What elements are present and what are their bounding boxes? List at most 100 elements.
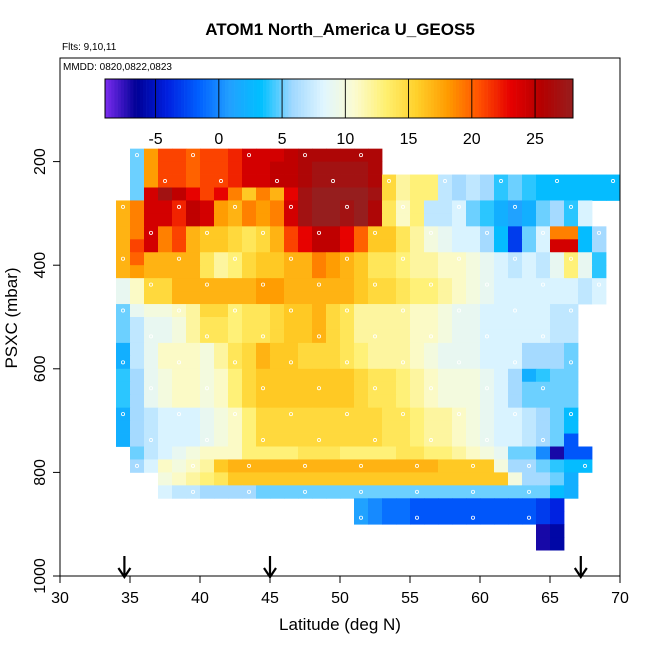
heatmap-cell-11-2 — [144, 291, 159, 305]
heatmap-cell-9-14 — [312, 265, 327, 279]
heatmap-cell-12-22 — [424, 304, 439, 318]
observation-point-40 — [569, 256, 574, 261]
heatmap-cell-23-25 — [480, 446, 495, 460]
heatmap-cell-5-14 — [312, 213, 327, 227]
heatmap-cell-27-8 — [466, 498, 481, 512]
heatmap-cell-7-1 — [130, 239, 145, 253]
heatmap-cell-8-8 — [228, 252, 243, 266]
heatmap-cell-14-30 — [536, 329, 551, 344]
heatmap-cell-17-18 — [368, 368, 383, 383]
heatmap-cells — [116, 148, 621, 551]
heatmap-cell-9-2 — [144, 265, 159, 279]
heatmap-cell-8-1 — [130, 252, 145, 266]
heatmap-cell-8-30 — [536, 252, 551, 266]
heatmap-cell-15-25 — [466, 342, 481, 357]
heatmap-cell-21-18 — [368, 420, 383, 434]
colorbar-swatch-57 — [285, 79, 289, 118]
heatmap-cell-16-30 — [536, 355, 551, 370]
heatmap-cell-7-27 — [494, 239, 509, 253]
heatmap-cell-12-0 — [116, 304, 131, 318]
observation-point-15 — [176, 204, 181, 209]
heatmap-cell-13-21 — [410, 317, 425, 331]
heatmap-cell-9-18 — [368, 265, 383, 279]
heatmap-cell-8-21 — [410, 252, 425, 266]
flight-marker-arrow-2 — [573, 556, 588, 579]
heatmap-cell-7-31 — [550, 239, 565, 253]
observation-point-26 — [316, 230, 321, 235]
heatmap-cell-5-21 — [410, 213, 425, 227]
observation-point-100 — [541, 438, 546, 443]
colorbar-swatch-120 — [484, 79, 488, 118]
heatmap-cell-22-24 — [452, 433, 467, 447]
heatmap-cell-22-25 — [466, 433, 481, 447]
heatmap-cell-19-21 — [410, 394, 425, 409]
heatmap-cell-13-16 — [340, 317, 355, 331]
heatmap-cell-5-33 — [578, 213, 593, 227]
heatmap-cell-28-1 — [368, 511, 383, 525]
colorbar-swatch-37 — [222, 79, 226, 118]
heatmap-cell-2-6 — [214, 174, 229, 188]
heatmap-cell-2-12 — [298, 174, 313, 188]
heatmap-cell-24-4 — [186, 459, 201, 473]
heatmap-cell-7-33 — [578, 239, 593, 253]
observation-point-66 — [541, 334, 546, 339]
heatmap-cell-17-17 — [354, 368, 369, 383]
heatmap-cell-14-31 — [550, 329, 565, 344]
heatmap-cell-4-13 — [298, 200, 313, 214]
heatmap-cell-14-27 — [494, 329, 509, 344]
heatmap-cell-14-17 — [354, 329, 369, 344]
heatmap-cell-3-16 — [354, 187, 369, 201]
heatmap-cell-21-7 — [214, 420, 229, 434]
heatmap-cell-19-15 — [326, 394, 341, 409]
heatmap-cell-3-29 — [536, 187, 551, 201]
colorbar-swatch-27 — [190, 79, 194, 118]
heatmap-cell-24-30 — [550, 459, 565, 473]
heatmap-cell-24-29 — [536, 459, 551, 473]
heatmap-cell-25-20 — [438, 472, 453, 486]
colorbar-swatch-8 — [130, 79, 134, 118]
heatmap-cell-7-32 — [564, 239, 579, 253]
heatmap-cell-23-20 — [410, 446, 425, 460]
colorbar-swatch-121 — [487, 79, 492, 118]
heatmap-cell-19-2 — [144, 394, 159, 409]
heatmap-cell-6-31 — [550, 226, 565, 240]
heatmap-cell-2-31 — [564, 174, 579, 188]
colorbar-swatch-15 — [152, 79, 156, 118]
heatmap-cell-10-19 — [382, 278, 397, 292]
heatmap-cell-28-6 — [438, 511, 453, 525]
colorbar-swatch-71 — [329, 79, 333, 118]
heatmap-cell-3-13 — [312, 187, 327, 201]
observation-point-11 — [498, 179, 503, 184]
heatmap-cell-24-13 — [312, 459, 327, 473]
heatmap-cell-12-26 — [480, 304, 495, 318]
heatmap-cell-11-8 — [228, 291, 243, 305]
heatmap-cell-20-17 — [354, 407, 369, 421]
heatmap-cell-1-4 — [186, 161, 201, 175]
observation-point-55 — [400, 308, 405, 313]
x-tick-label-8: 70 — [611, 590, 629, 607]
observation-point-8 — [330, 179, 335, 184]
heatmap-cell-4-1 — [130, 200, 145, 214]
heatmap-cell-10-32 — [564, 278, 579, 292]
heatmap-cell-19-7 — [214, 394, 229, 409]
heatmap-cell-13-18 — [368, 317, 383, 331]
colorbar-swatch-3 — [114, 79, 118, 118]
heatmap-cell-4-0 — [116, 200, 131, 214]
colorbar-swatch-12 — [142, 79, 147, 118]
colorbar-swatch-23 — [177, 79, 182, 118]
heatmap-cell-21-30 — [536, 420, 551, 434]
heatmap-cell-16-2 — [144, 355, 159, 370]
heatmap-cell-19-19 — [382, 394, 397, 409]
heatmap-cell-16-32 — [564, 355, 579, 370]
heatmap-cell-8-22 — [424, 252, 439, 266]
heatmap-cell-12-21 — [410, 304, 425, 318]
heatmap-cell-26-0 — [158, 485, 173, 499]
y-axis-label: PSXC (mbar) — [2, 267, 21, 368]
heatmap-cell-25-28 — [550, 472, 565, 486]
heatmap-cell-12-13 — [298, 304, 313, 318]
colorbar-swatch-78 — [351, 79, 356, 118]
observation-point-120 — [527, 515, 532, 520]
heatmap-cell-20-28 — [508, 407, 523, 421]
observation-point-89 — [400, 412, 405, 417]
heatmap-cell-6-17 — [354, 226, 369, 240]
